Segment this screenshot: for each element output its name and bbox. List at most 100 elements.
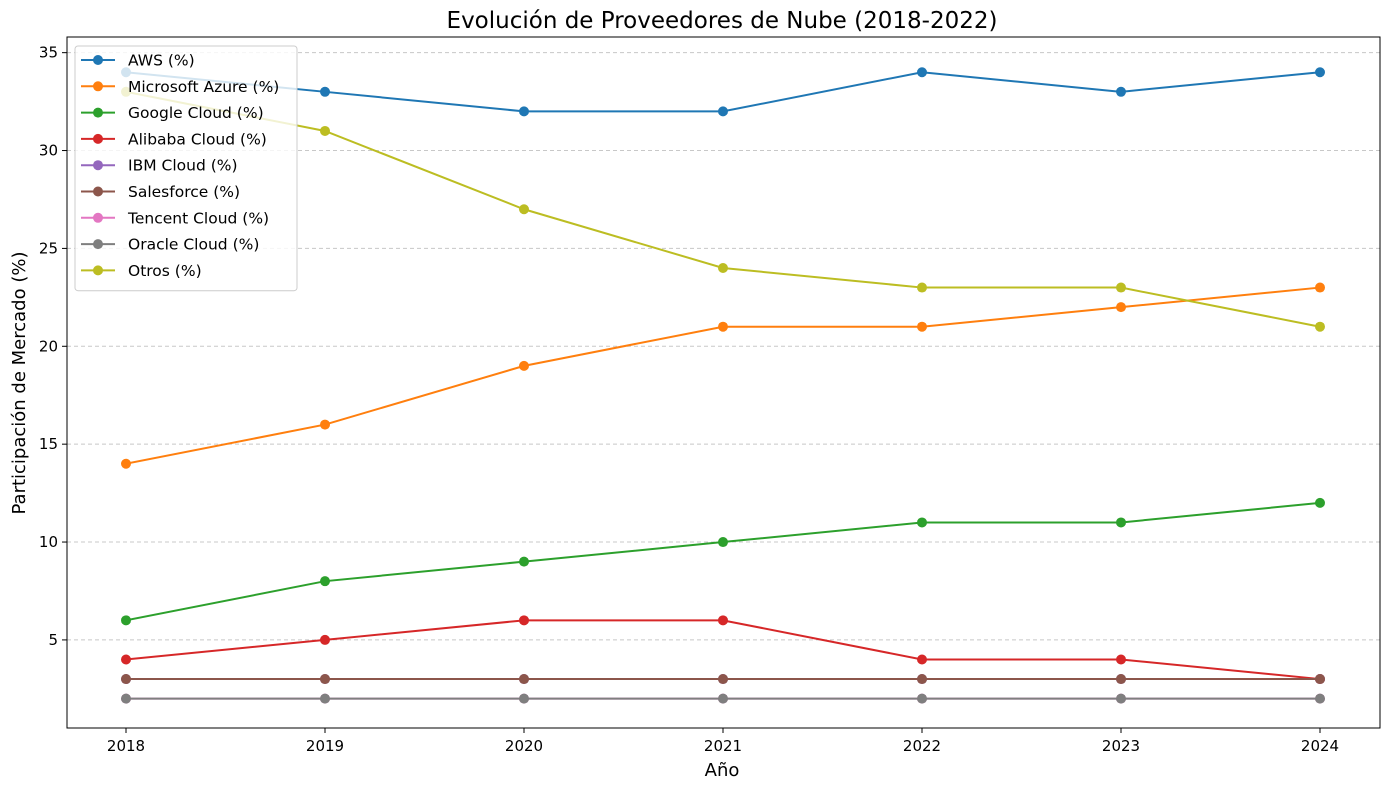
y-tick-label: 20 (39, 337, 58, 355)
series-line (125, 619, 1321, 681)
data-point (121, 615, 131, 626)
data-point (320, 125, 330, 136)
data-point (121, 654, 131, 665)
data-point (519, 693, 529, 704)
legend-swatch-marker (93, 239, 103, 250)
data-point (519, 615, 529, 626)
series-line (125, 286, 1321, 465)
data-point (1116, 674, 1126, 685)
series-line (125, 71, 1321, 113)
legend-item: Alibaba Cloud (%) (81, 130, 267, 148)
legend-swatch-marker (93, 81, 103, 92)
data-point (1315, 693, 1325, 704)
y-tick-label: 35 (39, 44, 58, 62)
plot-frame (66, 36, 1381, 729)
x-tick-label: 2021 (704, 737, 742, 755)
data-point (519, 360, 529, 371)
series-group (121, 67, 1325, 704)
data-point (519, 556, 529, 567)
y-tick-label: 5 (48, 631, 58, 649)
data-point (718, 615, 728, 626)
legend-item: Otros (%) (81, 262, 202, 280)
legend: AWS (%) Microsoft Azure (%) Google Cloud (… (74, 45, 298, 292)
legend-label: Microsoft Azure (%) (128, 78, 279, 96)
x-tick-label: 2024 (1301, 737, 1339, 755)
legend-swatch-marker (93, 186, 103, 197)
data-point (320, 419, 330, 430)
data-point (917, 517, 927, 528)
legend-label: Oracle Cloud (%) (128, 236, 259, 254)
x-tick-label: 2022 (903, 737, 941, 755)
legend-item: IBM Cloud (%) (81, 157, 238, 175)
data-point (1315, 497, 1325, 508)
data-point (917, 654, 927, 665)
axis-ticks: 5 10 15 20 25 30 35 2018 2019 2020 2021 2022 2023 202… (39, 44, 1339, 755)
series-line (125, 501, 1321, 622)
x-tick-label: 2023 (1102, 737, 1140, 755)
data-point (121, 458, 131, 469)
data-point (121, 674, 131, 685)
legend-item: Salesforce (%) (81, 183, 240, 201)
legend-label: Google Cloud (%) (128, 104, 264, 122)
legend-label: Salesforce (%) (128, 183, 240, 201)
legend-swatch-marker (93, 212, 103, 223)
data-point (718, 321, 728, 332)
legend-swatch-marker (93, 160, 103, 171)
data-point (917, 674, 927, 685)
legend-label: IBM Cloud (%) (128, 157, 238, 175)
data-point (1315, 321, 1325, 332)
x-tick-label: 2020 (505, 737, 543, 755)
series-3 (121, 497, 1325, 626)
data-point (1116, 86, 1126, 97)
data-point (320, 86, 330, 97)
legend-label: Alibaba Cloud (%) (128, 130, 267, 148)
chart-title: Evolución de Proveedores de Nube (2018-2… (447, 8, 998, 34)
data-point (320, 576, 330, 587)
x-tick-label: 2018 (107, 737, 145, 755)
series-8 (121, 693, 1325, 704)
data-point (1116, 654, 1126, 665)
y-axis-label: Participación de Mercado (%) (9, 252, 30, 515)
y-tick-label: 10 (39, 533, 58, 551)
data-point (519, 204, 529, 215)
series-line (125, 90, 1321, 328)
data-point (1315, 674, 1325, 685)
data-point (917, 67, 927, 78)
legend-box (74, 45, 298, 292)
x-tick-label: 2019 (306, 737, 344, 755)
data-point (718, 537, 728, 548)
legend-swatch-marker (93, 133, 103, 144)
legend-label: Otros (%) (128, 262, 202, 280)
data-point (1116, 302, 1126, 313)
series-2 (121, 282, 1325, 469)
data-point (121, 693, 131, 704)
data-point (320, 674, 330, 685)
x-axis-label: Año (705, 760, 740, 781)
legend-item: Tencent Cloud (%) (81, 209, 269, 227)
data-point (917, 321, 927, 332)
legend-swatch-marker (93, 55, 103, 65)
legend-item: Google Cloud (%) (81, 104, 264, 122)
data-point (320, 693, 330, 704)
legend-item: Oracle Cloud (%) (81, 236, 259, 254)
data-point (519, 106, 529, 117)
legend-swatch-marker (93, 265, 103, 276)
data-point (718, 262, 728, 273)
legend-label: AWS (%) (128, 52, 195, 70)
y-tick-label: 25 (39, 239, 58, 257)
data-point (917, 693, 927, 704)
data-point (320, 634, 330, 645)
series-9 (121, 86, 1325, 332)
data-point (1315, 282, 1325, 293)
data-point (718, 693, 728, 704)
legend-swatch-marker (93, 107, 103, 118)
legend-item: AWS (%) (81, 52, 195, 70)
data-point (1315, 67, 1325, 78)
series-6 (121, 674, 1325, 685)
data-point (1116, 517, 1126, 528)
y-tick-label: 30 (39, 142, 58, 160)
legend-item: Microsoft Azure (%) (81, 78, 279, 96)
data-point (718, 674, 728, 685)
